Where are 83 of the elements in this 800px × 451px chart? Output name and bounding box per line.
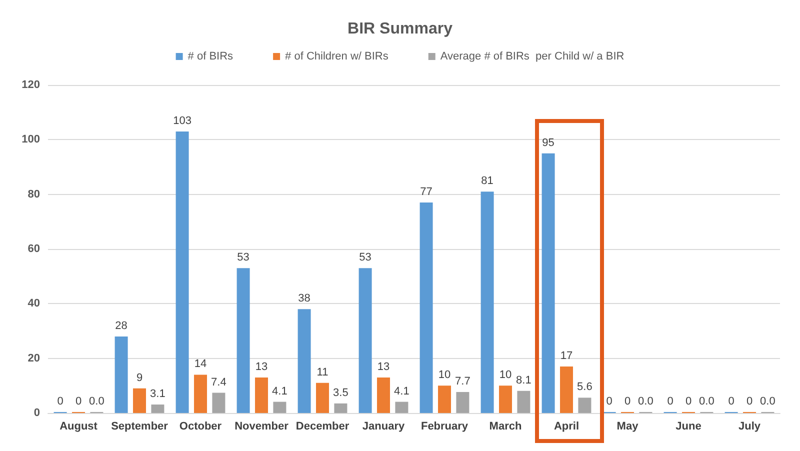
data-label: 0.0	[699, 396, 714, 408]
bar	[133, 388, 146, 413]
bar	[456, 392, 470, 413]
data-label: 13	[377, 360, 390, 373]
bar	[212, 392, 226, 413]
bar	[480, 192, 494, 413]
data-label: 9	[136, 372, 143, 384]
bar	[358, 268, 372, 413]
y-tick-label: 120	[22, 79, 40, 91]
bar	[420, 202, 433, 413]
data-label: 8.1	[516, 374, 532, 386]
data-label: 7.4	[211, 376, 226, 388]
bar	[255, 377, 268, 413]
data-label: 17	[560, 350, 573, 362]
data-label: 14	[194, 358, 207, 370]
bar	[499, 386, 512, 413]
data-label: 38	[298, 292, 310, 305]
data-label: 0	[606, 396, 612, 408]
x-tick-label: January	[362, 420, 406, 432]
data-label: 10	[499, 369, 512, 382]
y-tick-label: 0	[34, 407, 40, 419]
bar	[578, 398, 592, 413]
data-label: 53	[237, 252, 250, 264]
bar	[114, 336, 128, 413]
bar	[377, 377, 390, 413]
y-tick-label: 60	[28, 243, 40, 255]
bar	[542, 153, 555, 413]
x-tick-label: March	[489, 420, 522, 432]
bar	[298, 309, 311, 413]
data-label: 0	[746, 396, 753, 408]
data-label: 28	[115, 320, 128, 332]
x-tick-label: February	[420, 420, 469, 432]
data-label: 5.6	[577, 381, 592, 394]
x-tick-label: April	[554, 420, 580, 432]
x-tick-label: May	[616, 420, 640, 432]
bar	[560, 366, 573, 413]
data-label: 0.0	[89, 396, 104, 408]
data-label: 4.1	[272, 385, 288, 398]
data-label: 7.7	[455, 375, 470, 388]
data-label: 53	[359, 252, 372, 264]
x-tick-label: September	[111, 420, 169, 432]
x-tick-label: November	[234, 420, 290, 432]
bar	[395, 402, 408, 413]
bar	[438, 386, 451, 413]
bar	[334, 403, 348, 413]
data-label: 77	[420, 186, 432, 198]
bar	[517, 390, 530, 413]
y-tick-label: 80	[28, 188, 40, 200]
data-label: 0.0	[760, 396, 776, 408]
legend-label: # of Children w/ BIRs	[285, 50, 389, 62]
data-label: 0	[667, 396, 674, 408]
data-label: 3.5	[333, 386, 348, 399]
data-label: 0	[75, 396, 82, 408]
bar	[316, 382, 329, 413]
data-label: 4.1	[394, 385, 410, 398]
y-tick-label: 40	[28, 298, 40, 310]
legend-label: Average # of BIRs per Child w/ a BIR	[440, 50, 624, 62]
data-label: 0	[728, 396, 734, 408]
x-tick-label: June	[676, 420, 702, 432]
data-label: 0	[624, 396, 631, 408]
data-label: 81	[481, 175, 494, 188]
data-label: 3.1	[150, 388, 166, 400]
data-label: 0	[57, 396, 64, 408]
y-tick-label: 100	[22, 134, 40, 146]
x-tick-label: August	[60, 420, 98, 432]
data-label: 95	[542, 136, 554, 149]
bar	[236, 268, 250, 413]
x-tick-label: July	[738, 420, 762, 432]
bar	[273, 402, 286, 413]
x-tick-label: December	[296, 420, 350, 432]
legend-label: # of BIRs	[188, 50, 234, 62]
chart-title: BIR Summary	[348, 20, 453, 38]
data-label: 13	[255, 360, 268, 373]
data-label: 103	[173, 114, 192, 127]
y-tick-label: 20	[28, 352, 40, 364]
data-label: 11	[316, 366, 328, 378]
x-tick-label: October	[179, 420, 222, 432]
data-label: 10	[438, 369, 451, 382]
data-label: 0.0	[638, 396, 654, 408]
bar	[151, 404, 164, 413]
bar	[176, 131, 189, 413]
data-label: 0	[685, 396, 692, 408]
bar	[194, 374, 207, 413]
